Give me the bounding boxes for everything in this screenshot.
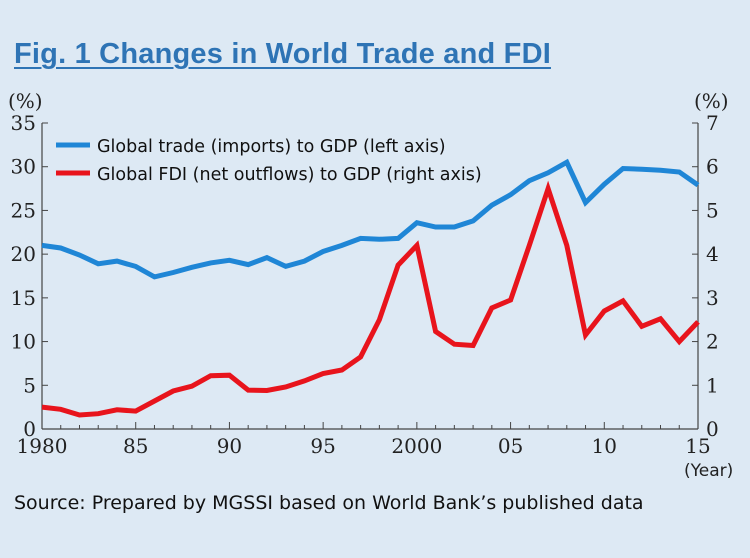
right-tick-label: 6 [706,155,719,179]
left-tick-label: 10 [11,330,36,354]
left-tick-label: 5 [23,373,36,397]
right-tick-label: 4 [706,242,719,266]
x-tick-label: 1980 [17,434,68,458]
right-tick-label: 0 [706,417,719,441]
left-tick-label: 30 [11,155,36,179]
series-layer [41,158,700,418]
legend-label-fdi: Global FDI (net outflows) to GDP (right … [97,165,482,185]
left-tick-label: 0 [23,417,36,441]
trade-series-line [41,158,700,280]
legend: Global trade (imports) to GDP (left axis… [56,137,482,185]
left-tick-label: 15 [11,286,36,310]
legend-label-trade: Global trade (imports) to GDP (left axis… [97,137,446,157]
x-tick-label: 15 [685,434,710,458]
left-tick-label: 25 [11,198,36,222]
right-axis-unit-label: (%) [694,89,729,113]
source-note: Source: Prepared by MGSSI based on World… [14,492,644,514]
x-tick-label: 2000 [391,434,442,458]
x-tick-label: 85 [123,434,148,458]
fdi-series-line [41,180,700,418]
right-tick-label: 3 [706,286,719,310]
figure-title: Fig. 1 Changes in World Trade and FDI [14,38,551,70]
right-tick-label: 1 [706,373,719,397]
left-tick-label: 20 [11,242,36,266]
x-tick-label: 95 [310,434,335,458]
x-axis-unit-label: (Year) [684,461,733,481]
right-tick-label: 7 [706,111,719,135]
left-tick-label: 35 [11,111,36,135]
right-tick-label: 2 [706,330,719,354]
left-axis-unit-label: (%) [8,89,43,113]
x-tick-label: 90 [217,434,242,458]
x-tick-label: 10 [592,434,617,458]
right-tick-label: 5 [706,198,719,222]
x-tick-label: 05 [498,434,523,458]
